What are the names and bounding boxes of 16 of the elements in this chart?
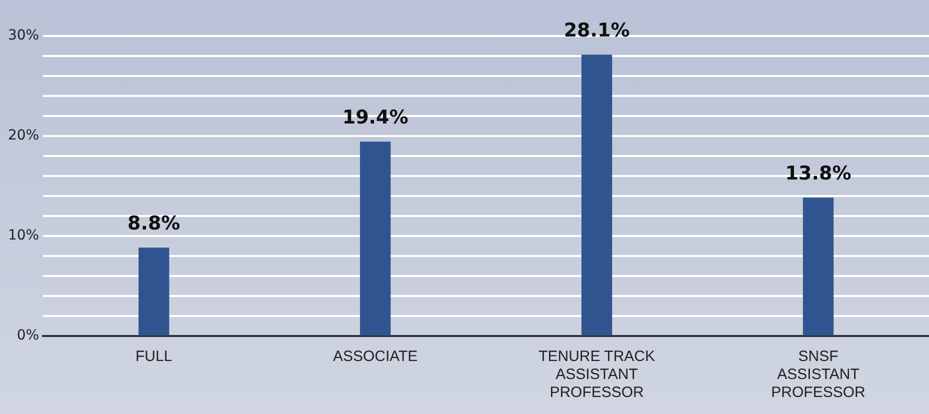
x-tick-label: FULL: [136, 348, 172, 366]
bar: [138, 248, 170, 336]
y-tick-label: 0%: [16, 328, 40, 344]
bar: [802, 198, 834, 336]
x-tick-label: TENURE TRACK ASSISTANT PROFESSOR: [538, 348, 655, 402]
y-tick-label: 20%: [8, 128, 40, 144]
data-label: 13.8%: [785, 162, 852, 184]
bar: [581, 54, 612, 336]
y-tick-label: 30%: [8, 28, 40, 44]
data-label: 8.8%: [128, 212, 180, 234]
x-tick-label: ASSOCIATE: [332, 348, 418, 366]
y-tick-label: 10%: [8, 228, 40, 244]
data-label: 28.1%: [564, 19, 630, 42]
bar: [360, 142, 391, 336]
data-label: 19.4%: [342, 106, 408, 128]
x-tick-label: SNSF ASSISTANT PROFESSOR: [771, 348, 866, 402]
